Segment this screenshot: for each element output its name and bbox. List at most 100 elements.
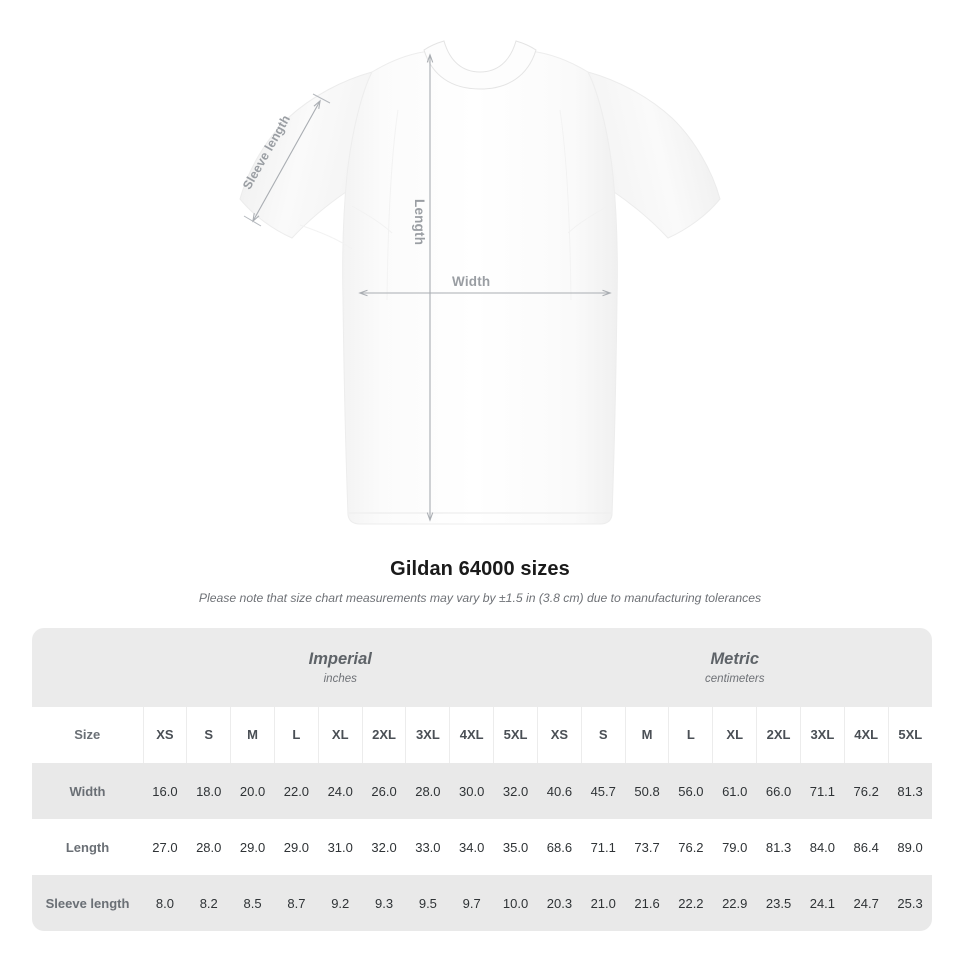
size-name: 4XL xyxy=(459,727,484,742)
measurement-cell: 8.5 xyxy=(230,875,275,931)
measurement-cell: 68.6 xyxy=(537,819,582,875)
measurement-cell: 34.0 xyxy=(449,819,494,875)
measurement-cell: 61.0 xyxy=(712,763,757,819)
measurement-cell: 50.8 xyxy=(625,763,669,819)
measurement-cell: 18.0 xyxy=(186,763,231,819)
measurement-cell: 16.0 xyxy=(143,763,187,819)
size-header-cell[interactable]: 2XL xyxy=(361,707,406,763)
measurement-cell: 30.0 xyxy=(449,763,494,819)
measurement-cell: 20.3 xyxy=(537,875,582,931)
unit-group-sub: inches xyxy=(323,672,357,685)
size-header-cell[interactable]: XL xyxy=(317,707,363,763)
measurement-cell: 8.2 xyxy=(186,875,231,931)
measurement-cell: 45.7 xyxy=(581,763,626,819)
size-header-cell[interactable]: M xyxy=(624,707,669,763)
size-name: L xyxy=(292,727,301,742)
measurement-row-label: Sleeve length xyxy=(32,875,143,931)
size-name: L xyxy=(686,727,695,742)
table-row: Width 16.0 18.0 20.0 22.0 24.0 26.0 28.0 30.0 32.… xyxy=(32,763,932,819)
sleeve-tick-top xyxy=(312,93,331,104)
size-name: 5XL xyxy=(503,727,528,742)
measurement-cell: 71.1 xyxy=(800,763,845,819)
unit-group-sub: centimeters xyxy=(705,672,765,685)
measurement-cell: 86.4 xyxy=(844,819,889,875)
measurement-guides xyxy=(243,53,612,522)
measurement-cell: 84.0 xyxy=(800,819,845,875)
unit-group-row: Imperial inches Metric centimeters xyxy=(32,628,932,707)
size-name: 2XL xyxy=(372,727,396,742)
measurement-cell: 23.5 xyxy=(756,875,801,931)
measurement-cell: 22.9 xyxy=(712,875,757,931)
measurement-cell: 56.0 xyxy=(668,763,713,819)
size-header-cell[interactable]: L xyxy=(273,707,319,763)
size-name: 4XL xyxy=(854,727,879,742)
size-header-cell[interactable]: L xyxy=(668,707,713,763)
unit-group-name: Imperial xyxy=(308,649,372,668)
measurement-cell: 26.0 xyxy=(362,763,406,819)
size-header-cell[interactable]: S xyxy=(580,707,626,763)
size-header-cell[interactable]: 3XL xyxy=(799,707,845,763)
table-row: Sleeve length 8.0 8.2 8.5 8.7 9.2 9.3 9.5 9.7 10.… xyxy=(32,875,932,931)
measurement-cell: 9.3 xyxy=(362,875,406,931)
measurement-cell: 32.0 xyxy=(493,763,538,819)
measurement-cell: 9.5 xyxy=(405,875,450,931)
size-header-label: Size xyxy=(74,727,101,742)
measurement-cell: 32.0 xyxy=(362,819,406,875)
size-name: XL xyxy=(726,727,744,742)
size-header-cell[interactable]: 4XL xyxy=(843,707,889,763)
size-header-cell[interactable]: 4XL xyxy=(449,707,494,763)
measurement-cell: 29.0 xyxy=(230,819,275,875)
measurement-cell: 8.7 xyxy=(274,875,319,931)
measurement-cell: 81.3 xyxy=(888,763,932,819)
size-name: M xyxy=(247,727,258,742)
measurement-name: Sleeve length xyxy=(45,895,130,911)
measurement-cell: 79.0 xyxy=(712,819,757,875)
size-header-cell[interactable]: M xyxy=(230,707,275,763)
product-illustration: Length Width Sleeve length xyxy=(239,40,721,525)
size-name: 3XL xyxy=(810,727,835,742)
size-header-cell[interactable]: 5XL xyxy=(887,707,932,763)
size-header-cell[interactable]: S xyxy=(186,707,231,763)
size-table-container: Imperial inches Metric centimeters Size XS S M L… xyxy=(32,628,932,931)
chart-caption: Gildan 64000 sizes Please note that size… xyxy=(0,556,960,606)
size-header-cell[interactable]: 2XL xyxy=(756,707,801,763)
measurement-cell: 9.2 xyxy=(318,875,363,931)
size-header-cell[interactable]: XL xyxy=(712,707,757,763)
measurement-cell: 24.1 xyxy=(800,875,845,931)
measurement-cell: 76.2 xyxy=(844,763,889,819)
measurement-cell: 35.0 xyxy=(493,819,538,875)
size-header-cell[interactable]: 5XL xyxy=(493,707,538,763)
measurement-cell: 25.3 xyxy=(888,875,932,931)
measurement-cell: 24.7 xyxy=(844,875,889,931)
measurement-cell: 29.0 xyxy=(274,819,319,875)
page-title: Gildan 64000 sizes xyxy=(390,558,570,580)
measurement-cell: 71.1 xyxy=(581,819,626,875)
size-name: 5XL xyxy=(898,727,923,742)
measurement-cell: 9.7 xyxy=(449,875,494,931)
measurement-cell: 27.0 xyxy=(143,819,187,875)
unit-group-imperial: Imperial inches xyxy=(143,628,538,707)
measurement-cell: 8.0 xyxy=(143,875,187,931)
measurement-cell: 40.6 xyxy=(537,763,582,819)
measurement-cell: 21.0 xyxy=(581,875,626,931)
measurement-cell: 22.2 xyxy=(668,875,713,931)
measurement-cell: 22.0 xyxy=(274,763,319,819)
tshirt-diagram xyxy=(239,40,721,525)
measurement-cell: 24.0 xyxy=(318,763,363,819)
measurement-name: Width xyxy=(69,783,106,799)
size-name: XS xyxy=(550,727,569,742)
size-header-cell[interactable]: XS xyxy=(537,707,582,763)
size-name: S xyxy=(204,727,214,742)
measurement-row-label: Width xyxy=(32,763,143,819)
unit-group-metric: Metric centimeters xyxy=(537,628,932,707)
measurement-name: Length xyxy=(65,839,110,855)
measurement-cell: 28.0 xyxy=(405,763,450,819)
measurement-cell: 33.0 xyxy=(405,819,450,875)
size-header-cell[interactable]: 3XL xyxy=(405,707,450,763)
tolerance-note: Please note that size chart measurements… xyxy=(198,591,762,605)
table-corner-cell xyxy=(32,628,143,707)
size-header-cell[interactable]: XS xyxy=(142,707,187,763)
measurement-cell: 81.3 xyxy=(756,819,801,875)
size-name: 2XL xyxy=(766,727,791,742)
sleeve-arrow xyxy=(252,99,321,223)
